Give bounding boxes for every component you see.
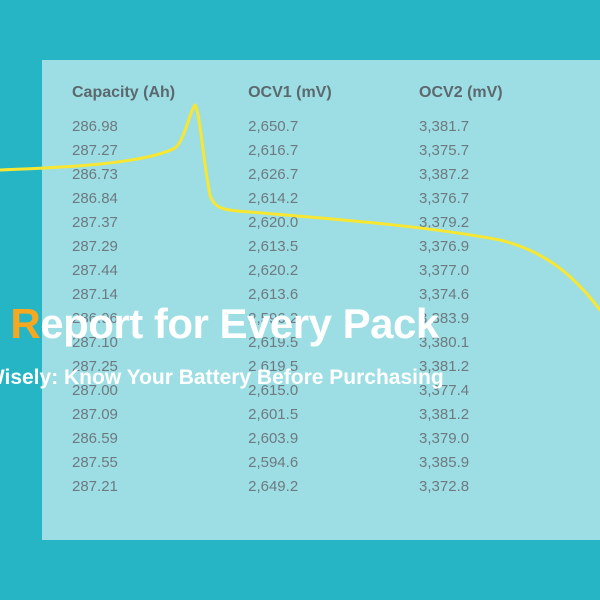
- table-row: 286.592,603.93,379.0: [72, 426, 590, 450]
- table-cell: 3,376.9: [419, 234, 590, 258]
- table-cell: 3,379.0: [419, 426, 590, 450]
- subline-text: rgize Wisely: Know Your Battery Before P…: [0, 366, 600, 390]
- table-cell: 3,375.7: [419, 138, 590, 162]
- table-row: 287.442,620.23,377.0: [72, 258, 590, 282]
- table-cell: 2,614.2: [248, 186, 419, 210]
- col-header-ocv1: OCV1 (mV): [248, 80, 419, 114]
- table-cell: 3,376.7: [419, 186, 590, 210]
- table-cell: 2,613.5: [248, 234, 419, 258]
- table-cell: 3,381.7: [419, 114, 590, 138]
- table-row: 287.212,649.23,372.8: [72, 474, 590, 498]
- table-cell: 3,372.8: [419, 474, 590, 498]
- table-cell: 286.73: [72, 162, 248, 186]
- table-cell: 3,387.2: [419, 162, 590, 186]
- table-cell: 286.98: [72, 114, 248, 138]
- headline-post: eport for Every Pack: [40, 300, 439, 347]
- headline-text: est Report for Every Pack: [0, 300, 600, 348]
- table-cell: 287.55: [72, 450, 248, 474]
- table-row: 286.982,650.73,381.7: [72, 114, 590, 138]
- table-cell: 2,620.0: [248, 210, 419, 234]
- table-cell: 287.27: [72, 138, 248, 162]
- headline-pre: est: [0, 300, 10, 347]
- table-cell: 2,649.2: [248, 474, 419, 498]
- table-row: 287.552,594.63,385.9: [72, 450, 590, 474]
- table-row: 287.372,620.03,379.2: [72, 210, 590, 234]
- table-cell: 287.21: [72, 474, 248, 498]
- headline-accent: R: [10, 300, 40, 347]
- table-cell: 3,377.0: [419, 258, 590, 282]
- table-cell: 287.29: [72, 234, 248, 258]
- table-cell: 287.44: [72, 258, 248, 282]
- table-cell: 286.84: [72, 186, 248, 210]
- table-cell: 287.09: [72, 402, 248, 426]
- headline-block: est Report for Every Pack rgize Wisely: …: [0, 300, 600, 390]
- battery-data-table: Capacity (Ah) OCV1 (mV) OCV2 (mV) 286.98…: [72, 80, 590, 498]
- table-cell: 3,379.2: [419, 210, 590, 234]
- col-header-ocv2: OCV2 (mV): [419, 80, 590, 114]
- table-row: 286.842,614.23,376.7: [72, 186, 590, 210]
- table-row: 286.732,626.73,387.2: [72, 162, 590, 186]
- table-cell: 287.37: [72, 210, 248, 234]
- table-cell: 2,594.6: [248, 450, 419, 474]
- col-header-capacity: Capacity (Ah): [72, 80, 248, 114]
- table-cell: 2,650.7: [248, 114, 419, 138]
- table-cell: 3,385.9: [419, 450, 590, 474]
- table-row: 287.092,601.53,381.2: [72, 402, 590, 426]
- table-row: 287.292,613.53,376.9: [72, 234, 590, 258]
- table-row: 287.272,616.73,375.7: [72, 138, 590, 162]
- table-cell: 2,626.7: [248, 162, 419, 186]
- table-cell: 2,603.9: [248, 426, 419, 450]
- table-cell: 2,601.5: [248, 402, 419, 426]
- table-cell: 3,381.2: [419, 402, 590, 426]
- table-cell: 2,620.2: [248, 258, 419, 282]
- table-cell: 286.59: [72, 426, 248, 450]
- table-cell: 2,616.7: [248, 138, 419, 162]
